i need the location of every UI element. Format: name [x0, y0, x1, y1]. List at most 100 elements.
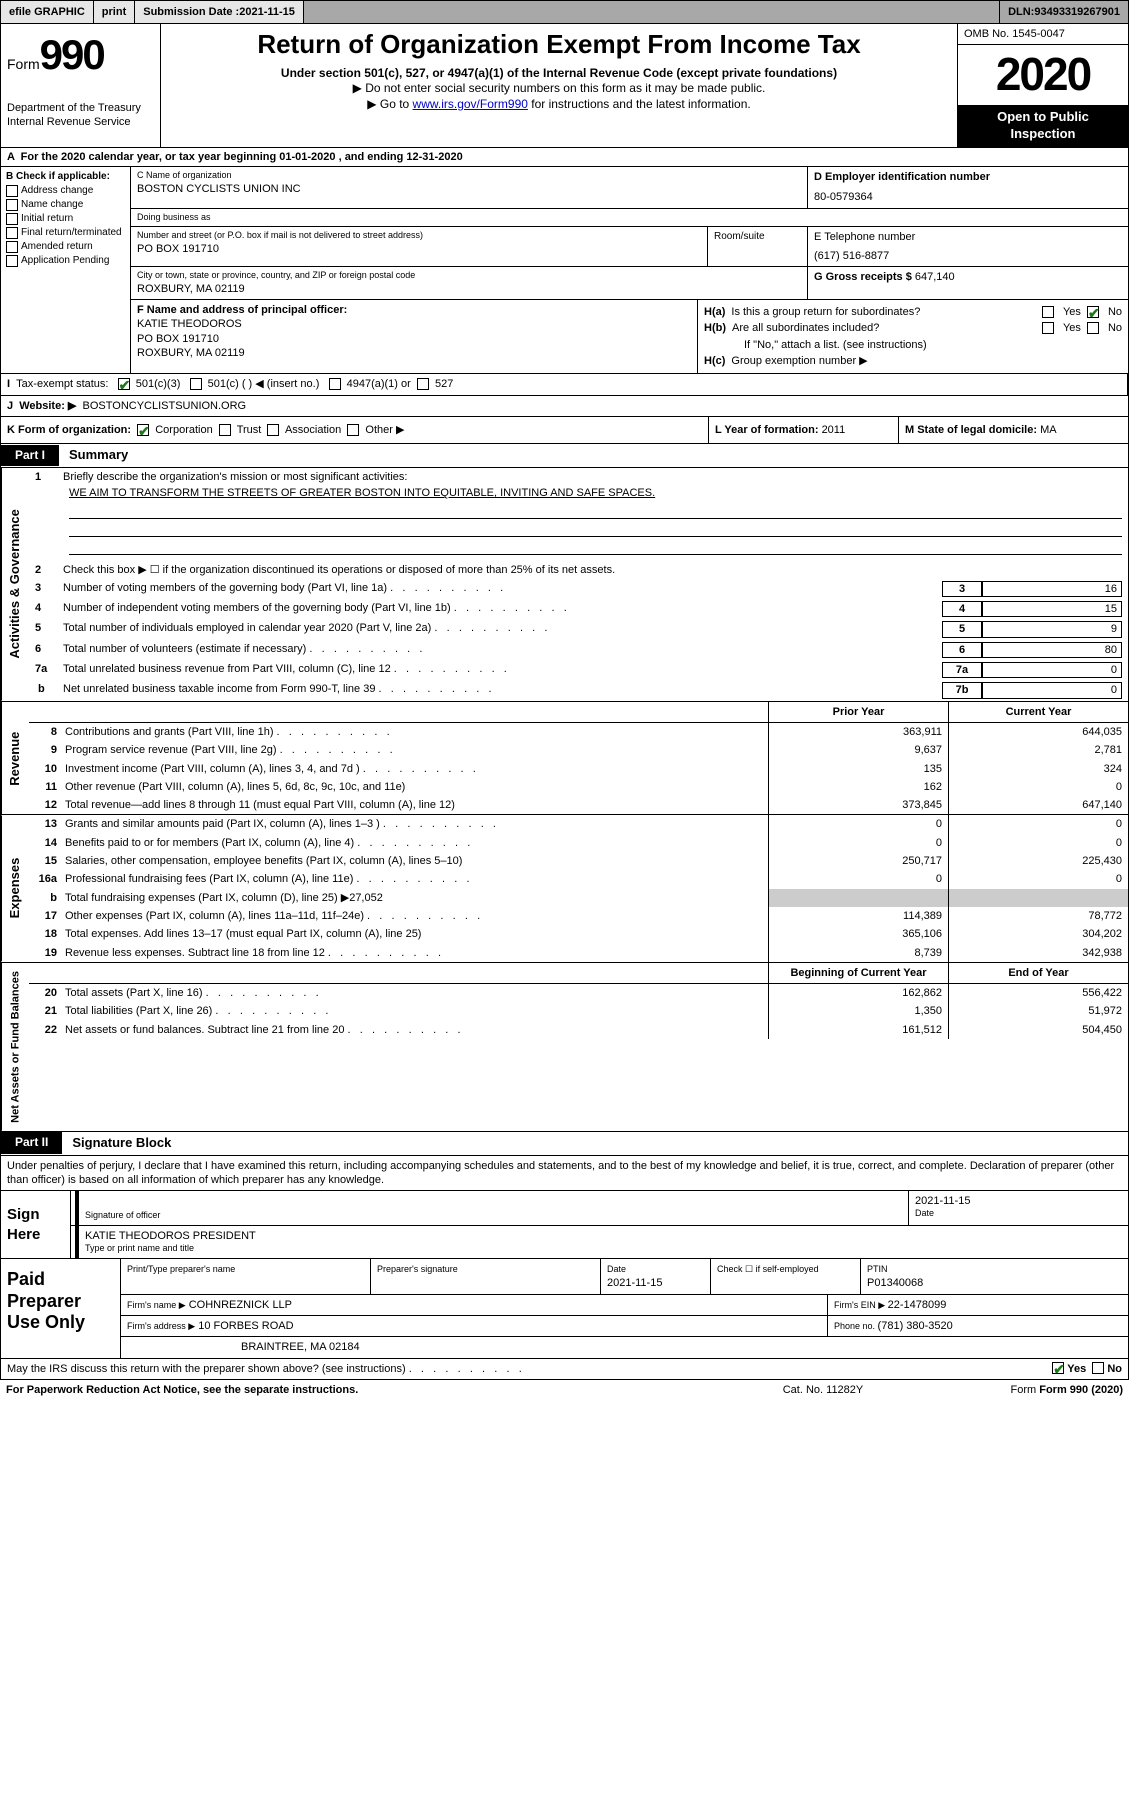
section-c-name: C Name of organization BOSTON CYCLISTS U…: [131, 167, 808, 208]
l-value: 2011: [822, 424, 846, 436]
hb-yes-checkbox[interactable]: [1042, 322, 1054, 334]
c15: 225,430: [948, 852, 1128, 870]
print-button[interactable]: print: [94, 1, 135, 23]
l16b: Total fundraising expenses (Part IX, col…: [61, 889, 768, 907]
section-h: H(a)Is this a group return for subordina…: [698, 300, 1128, 373]
discuss-text: May the IRS discuss this return with the…: [7, 1362, 1052, 1376]
instructions-link[interactable]: www.irs.gov/Form990: [413, 97, 528, 111]
l11: Other revenue (Part VIII, column (A), li…: [61, 778, 768, 796]
firm-name-cell: Firm's name ▶ COHNREZNICK LLP: [121, 1295, 828, 1315]
omb-number: OMB No. 1545-0047: [958, 24, 1128, 45]
row-klm: K Form of organization: Corporation Trus…: [0, 417, 1129, 444]
form-word: Form: [7, 56, 40, 72]
pt-name-hdr: Print/Type preparer's name: [121, 1259, 371, 1294]
ha-yes-checkbox[interactable]: [1042, 306, 1054, 318]
submission-date-label: Submission Date :: [143, 5, 239, 19]
c22: 504,450: [948, 1021, 1128, 1039]
section-k: K Form of organization: Corporation Trus…: [1, 417, 708, 443]
m-label: M State of legal domicile:: [905, 424, 1040, 436]
topbar: efile GRAPHIC print Submission Date : 20…: [0, 0, 1129, 24]
i-501c-checkbox[interactable]: [190, 378, 202, 390]
ha-no: No: [1108, 305, 1122, 319]
q5-num: 5: [942, 621, 982, 637]
sub3b: for instructions and the latest informat…: [528, 97, 751, 111]
j-label: Website: ▶: [19, 400, 76, 412]
p18: 365,106: [768, 925, 948, 943]
p17: 114,389: [768, 907, 948, 925]
hdr-curr: Current Year: [948, 702, 1128, 722]
side-expenses: Expenses: [1, 815, 29, 961]
paid-preparer-label: Paid Preparer Use Only: [1, 1259, 121, 1357]
officer-name: KATIE THEODOROS PRESIDENT: [85, 1229, 1122, 1243]
b-opt-0: Address change: [21, 185, 93, 196]
p16b-grey: [768, 889, 948, 907]
b-amended-return[interactable]: Amended return: [6, 240, 125, 253]
p9: 9,637: [768, 741, 948, 759]
hb-note: If "No," attach a list. (see instruction…: [704, 338, 1122, 352]
firm-ein-value: 22-1478099: [888, 1299, 947, 1311]
firm-addr2-cell: BRAINTREE, MA 02184: [121, 1337, 1128, 1357]
k-other-checkbox[interactable]: [347, 424, 359, 436]
q1-label: Briefly describe the organization's miss…: [63, 470, 1122, 484]
subtitle-2: ▶ Do not enter social security numbers o…: [167, 81, 951, 97]
i-4947-checkbox[interactable]: [329, 378, 341, 390]
ptin-value: P01340068: [867, 1277, 923, 1289]
ha-yes: Yes: [1063, 305, 1081, 319]
b-application-pending[interactable]: Application Pending: [6, 254, 125, 267]
part-i-tab: Part I: [1, 445, 59, 467]
discuss-no-checkbox[interactable]: [1092, 1362, 1104, 1374]
firm-phone-cell: Phone no. (781) 380-3520: [828, 1316, 1128, 1336]
discuss-yes-checkbox[interactable]: [1052, 1362, 1064, 1374]
q1-mission: WE AIM TO TRANSFORM THE STREETS OF GREAT…: [29, 486, 1128, 500]
hb-no-checkbox[interactable]: [1087, 322, 1099, 334]
q3-num: 3: [942, 581, 982, 597]
c13: 0: [948, 815, 1128, 833]
l20: Total assets (Part X, line 16): [61, 984, 768, 1002]
q3-val: 16: [982, 581, 1122, 597]
q1-blank-2: [69, 521, 1122, 537]
row-j: J Website: ▶ BOSTONCYCLISTSUNION.ORG: [0, 396, 1129, 417]
section-d: D Employer identification number 80-0579…: [808, 167, 1128, 208]
i-527-checkbox[interactable]: [417, 378, 429, 390]
l17: Other expenses (Part IX, column (A), lin…: [61, 907, 768, 925]
c21: 51,972: [948, 1002, 1128, 1020]
ptin-cell: PTINP01340068: [861, 1259, 1128, 1294]
k-corp-checkbox[interactable]: [137, 424, 149, 436]
l21: Total liabilities (Part X, line 26): [61, 1002, 768, 1020]
section-b: B Check if applicable: Address change Na…: [1, 167, 131, 373]
c11: 0: [948, 778, 1128, 796]
pdate-value: 2021-11-15: [607, 1277, 662, 1289]
footer-form: Form 990 (2020): [1039, 1384, 1123, 1396]
e-label: E Telephone number: [814, 230, 1122, 244]
b-opt-3: Final return/terminated: [21, 227, 122, 238]
row-i: I Tax-exempt status: 501(c)(3) 501(c) ( …: [0, 374, 1129, 395]
part-ii-title: Signature Block: [62, 1132, 181, 1155]
firm-addr-label: Firm's address ▶: [127, 1321, 195, 1331]
p14: 0: [768, 834, 948, 852]
q6-val: 80: [982, 642, 1122, 658]
g-label: G Gross receipts $: [814, 271, 915, 283]
firm-ein-cell: Firm's EIN ▶ 22-1478099: [828, 1295, 1128, 1315]
b-final-return[interactable]: Final return/terminated: [6, 226, 125, 239]
paid-preparer-block: Paid Preparer Use Only Print/Type prepar…: [0, 1259, 1129, 1358]
b-address-change[interactable]: Address change: [6, 184, 125, 197]
dba-row: Doing business as: [131, 209, 1128, 228]
hdr-end: End of Year: [948, 963, 1128, 983]
hdr-beg: Beginning of Current Year: [768, 963, 948, 983]
l22: Net assets or fund balances. Subtract li…: [61, 1021, 768, 1039]
q4-text: Number of independent voting members of …: [63, 601, 938, 615]
p10: 135: [768, 760, 948, 778]
q7b-val: 0: [982, 682, 1122, 698]
part-ii-header: Part II Signature Block: [0, 1132, 1129, 1156]
k-trust-checkbox[interactable]: [219, 424, 231, 436]
part-i-expenses: Expenses 13Grants and similar amounts pa…: [0, 815, 1129, 962]
ha-no-checkbox[interactable]: [1087, 306, 1099, 318]
b-name-change[interactable]: Name change: [6, 198, 125, 211]
b-opt-2: Initial return: [21, 213, 73, 224]
i-501c3-checkbox[interactable]: [118, 378, 130, 390]
b-opt-4: Amended return: [21, 241, 93, 252]
dept-treasury: Department of the Treasury: [7, 101, 154, 115]
k-assoc-checkbox[interactable]: [267, 424, 279, 436]
b-initial-return[interactable]: Initial return: [6, 212, 125, 225]
section-e: E Telephone number (617) 516-8877: [808, 227, 1128, 266]
